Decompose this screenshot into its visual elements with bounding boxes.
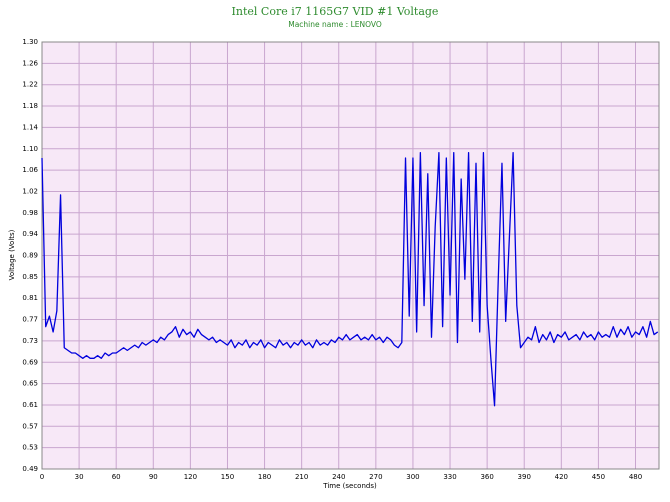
x-tick-label: 330 bbox=[443, 473, 456, 481]
chart-subtitle: Machine name : LENOVO bbox=[288, 20, 382, 29]
x-tick-label: 480 bbox=[629, 473, 642, 481]
y-tick-label: 0.69 bbox=[22, 358, 38, 366]
x-tick-label: 120 bbox=[184, 473, 197, 481]
y-axis-label: Voltage (Volts) bbox=[8, 229, 16, 280]
x-tick-label: 30 bbox=[75, 473, 84, 481]
x-tick-label: 210 bbox=[295, 473, 308, 481]
x-tick-label: 390 bbox=[518, 473, 531, 481]
y-tick-label: 1.30 bbox=[22, 38, 38, 46]
plot-border bbox=[41, 41, 660, 470]
x-tick-label: 150 bbox=[221, 473, 234, 481]
x-tick-label: 0 bbox=[40, 473, 44, 481]
y-tick-label: 1.18 bbox=[22, 102, 38, 110]
y-tick-label: 0.57 bbox=[22, 422, 38, 430]
y-tick-label: 0.81 bbox=[22, 294, 38, 302]
y-tick-label: 0.49 bbox=[22, 465, 38, 473]
x-tick-label: 270 bbox=[369, 473, 382, 481]
y-tick-label: 1.06 bbox=[22, 166, 38, 174]
y-tick-label: 1.14 bbox=[22, 123, 38, 131]
y-tick-label: 0.85 bbox=[22, 273, 38, 281]
y-tick-label: 0.65 bbox=[22, 380, 38, 388]
y-tick-label: 0.77 bbox=[22, 316, 38, 324]
x-tick-label: 60 bbox=[112, 473, 121, 481]
x-tick-label: 360 bbox=[480, 473, 493, 481]
x-tick-label: 90 bbox=[149, 473, 158, 481]
x-tick-label: 180 bbox=[258, 473, 271, 481]
y-tick-label: 1.26 bbox=[22, 59, 38, 67]
voltage-line bbox=[41, 152, 659, 407]
y-tick-label: 0.98 bbox=[22, 209, 38, 217]
x-axis-label: Time (seconds) bbox=[322, 482, 377, 490]
y-tick-label: 1.22 bbox=[22, 81, 38, 89]
y-tick-label: 0.53 bbox=[22, 444, 38, 452]
x-tick-label: 420 bbox=[555, 473, 568, 481]
x-tick-label: 450 bbox=[592, 473, 605, 481]
y-tick-label: 0.89 bbox=[22, 252, 38, 260]
y-tick-label: 0.61 bbox=[22, 401, 38, 409]
y-tick-label: 0.94 bbox=[22, 230, 38, 238]
x-tick-label: 300 bbox=[406, 473, 419, 481]
chart-title: Intel Core i7 1165G7 VID #1 Voltage bbox=[232, 5, 439, 18]
x-tick-label: 240 bbox=[332, 473, 345, 481]
y-tick-label: 0.73 bbox=[22, 337, 38, 345]
y-tick-label: 1.10 bbox=[22, 145, 38, 153]
y-tick-label: 1.02 bbox=[22, 187, 38, 195]
